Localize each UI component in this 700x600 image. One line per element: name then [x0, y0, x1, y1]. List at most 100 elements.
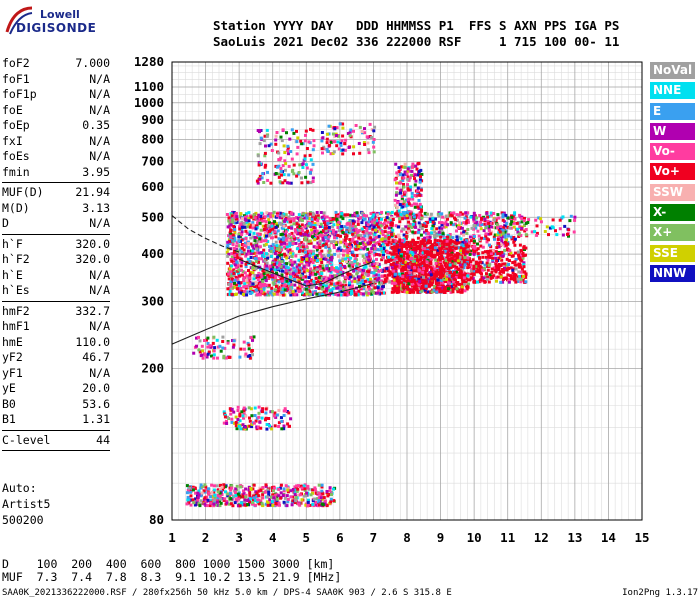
param-row: foF1 N/A	[2, 72, 110, 88]
echo-point	[453, 258, 457, 262]
echo-point	[268, 234, 272, 238]
echo-point	[520, 217, 524, 220]
echo-point	[286, 149, 290, 153]
echo-point	[368, 224, 372, 228]
echo-point	[399, 257, 403, 261]
echo-point	[521, 256, 525, 260]
echo-point	[234, 266, 238, 269]
echo-point	[328, 217, 332, 220]
echo-point	[325, 279, 329, 283]
echo-point	[311, 272, 315, 276]
echo-point	[239, 286, 243, 290]
echo-point	[502, 226, 506, 230]
echo-point	[497, 241, 501, 245]
echo-point	[309, 168, 313, 172]
echo-point	[397, 225, 400, 229]
echo-point	[409, 203, 413, 207]
echo-point	[458, 241, 461, 245]
echo-point	[397, 215, 401, 219]
echo-point	[391, 252, 395, 256]
param-value: 20.0	[82, 381, 110, 395]
auto-label: Auto:	[2, 481, 37, 495]
echo-point	[284, 230, 288, 234]
echo-point	[293, 228, 297, 231]
echo-point	[319, 222, 323, 226]
echo-point	[364, 221, 368, 225]
echo-point	[291, 252, 295, 256]
echo-point	[420, 264, 424, 268]
echo-point	[413, 215, 416, 219]
echo-point	[491, 249, 495, 253]
echo-point	[341, 134, 345, 138]
echo-point	[480, 272, 483, 276]
echo-point	[495, 223, 499, 227]
echo-point	[232, 256, 236, 260]
echo-point	[309, 293, 313, 296]
echo-point	[388, 280, 392, 284]
param-value: 44	[96, 432, 110, 447]
echo-point	[511, 254, 515, 258]
echo-point	[397, 272, 401, 276]
echo-point	[230, 292, 234, 296]
echo-point	[295, 293, 299, 297]
echo-point	[349, 219, 353, 223]
echo-point	[344, 257, 348, 261]
echo-point	[434, 279, 438, 283]
echo-point	[390, 272, 394, 276]
echo-point	[489, 221, 493, 225]
echo-point	[266, 230, 270, 234]
echo-point	[269, 142, 273, 146]
echo-point	[433, 272, 437, 276]
echo-point	[304, 250, 307, 254]
echo-point	[336, 293, 340, 297]
echo-point	[412, 278, 416, 282]
echo-point	[462, 244, 466, 248]
echo-point	[307, 261, 311, 264]
echo-point	[406, 177, 410, 181]
echo-point	[371, 291, 375, 294]
echo-point	[481, 255, 485, 259]
echo-point	[401, 217, 404, 221]
echo-point	[235, 241, 239, 245]
echo-point	[317, 292, 321, 296]
echo-point	[369, 212, 373, 216]
echo-point	[402, 183, 405, 186]
echo-point	[284, 162, 288, 166]
echo-point	[327, 285, 330, 289]
echo-point	[516, 227, 519, 231]
echo-point	[328, 249, 332, 253]
echo-point	[402, 283, 406, 287]
echo-point	[240, 230, 244, 234]
echo-point	[239, 222, 243, 226]
echo-point	[307, 239, 311, 243]
echo-point	[260, 251, 263, 255]
echo-point	[282, 245, 286, 249]
echo-point	[316, 259, 319, 263]
echo-point	[501, 241, 505, 245]
echo-point	[472, 227, 476, 231]
echo-point	[486, 219, 490, 223]
echo-point	[252, 247, 256, 251]
echo-point	[319, 277, 323, 281]
echo-point	[383, 234, 387, 238]
echo-point	[266, 224, 270, 228]
echo-point	[365, 231, 369, 235]
echo-point	[375, 265, 379, 269]
echo-point	[322, 235, 326, 239]
echo-point	[397, 274, 401, 278]
echo-point	[366, 247, 370, 251]
echo-point	[270, 289, 274, 293]
echo-point	[476, 223, 480, 227]
echo-point	[439, 235, 443, 239]
echo-point	[242, 248, 246, 252]
echo-point	[249, 236, 253, 240]
echo-point	[323, 215, 327, 219]
echo-point	[233, 231, 237, 235]
echo-point	[421, 223, 425, 227]
echo-point	[307, 263, 311, 267]
echo-point	[266, 170, 269, 174]
echo-point	[251, 251, 255, 255]
echo-point	[237, 235, 241, 239]
param-name: h`E	[2, 267, 23, 282]
echo-point	[420, 289, 424, 293]
